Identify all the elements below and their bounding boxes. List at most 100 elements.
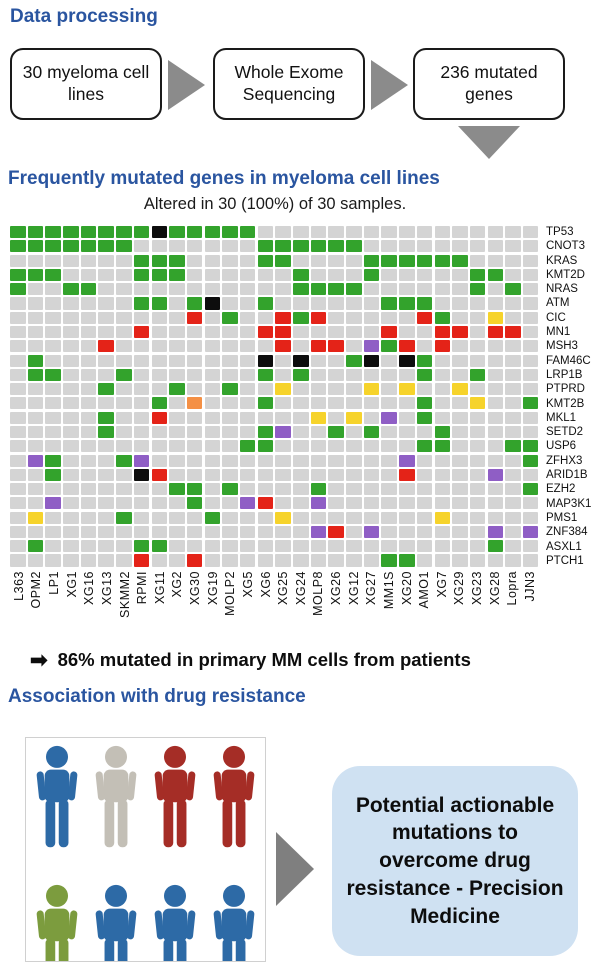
matrix-cell — [381, 240, 397, 253]
matrix-cell — [416, 525, 433, 538]
matrix-cell — [63, 368, 79, 381]
matrix-cell — [381, 268, 397, 281]
matrix-cell — [328, 297, 344, 310]
matrix-cell — [27, 425, 44, 439]
gene-label: KRAS — [546, 254, 578, 267]
sample-label: XG5 — [240, 571, 255, 598]
matrix-cell — [469, 297, 486, 310]
matrix-cell — [275, 254, 291, 267]
matrix-cell — [257, 540, 274, 553]
matrix-cell — [239, 283, 256, 296]
matrix-cell — [487, 311, 504, 324]
gene-label: FAM46C — [546, 354, 591, 367]
matrix-cell — [222, 497, 238, 510]
matrix-cell — [363, 511, 380, 524]
matrix-cell — [293, 283, 309, 296]
matrix-cell — [133, 511, 150, 524]
matrix-cell — [505, 397, 521, 410]
person-icon — [152, 884, 198, 961]
matrix-cell — [346, 397, 362, 410]
matrix-cell — [452, 525, 468, 538]
matrix-cell — [204, 325, 221, 339]
matrix-cell — [98, 297, 114, 310]
matrix-cell — [98, 540, 114, 553]
matrix-cell — [63, 340, 79, 353]
sample-label: XG19 — [205, 571, 220, 605]
matrix-cell — [63, 383, 79, 396]
matrix-cell — [133, 297, 150, 310]
matrix-cell — [257, 240, 274, 253]
matrix-cell — [116, 340, 132, 353]
matrix-cell — [45, 368, 61, 381]
matrix-cell — [487, 554, 504, 567]
matrix-cell — [27, 340, 44, 353]
matrix-cell — [204, 554, 221, 567]
matrix-cell — [293, 340, 309, 353]
matrix-cell — [63, 511, 79, 524]
sample-label: XG30 — [188, 571, 203, 605]
matrix-cell — [204, 397, 221, 410]
matrix-cell — [346, 511, 362, 524]
matrix-cell — [133, 525, 150, 538]
matrix-cell — [346, 454, 362, 467]
matrix-cell — [239, 454, 256, 467]
matrix-cell — [310, 268, 327, 281]
matrix-cell — [399, 254, 415, 267]
matrix-cell — [169, 340, 185, 353]
matrix-cell — [63, 440, 79, 453]
matrix-cell — [204, 411, 221, 424]
sample-label: MOLP2 — [223, 571, 238, 616]
matrix-cell — [257, 468, 274, 481]
black-right-arrow-icon: ➡ — [30, 648, 48, 672]
matrix-cell — [222, 411, 238, 424]
matrix-cell — [487, 354, 504, 367]
matrix-cell — [522, 540, 539, 553]
matrix-cell — [452, 325, 468, 339]
matrix-cell — [328, 354, 344, 367]
matrix-cell — [239, 468, 256, 481]
matrix-cell — [257, 354, 274, 367]
matrix-cell — [98, 254, 114, 267]
matrix-cell — [80, 297, 97, 310]
sample-label: MOLP8 — [311, 571, 326, 616]
matrix-cell — [328, 440, 344, 453]
matrix-cell — [10, 240, 26, 253]
matrix-cell — [45, 540, 61, 553]
matrix-cell — [239, 226, 256, 239]
matrix-cell — [204, 468, 221, 481]
matrix-cell — [257, 383, 274, 396]
matrix-cell — [151, 468, 167, 481]
matrix-cell — [310, 311, 327, 324]
matrix-cell — [363, 340, 380, 353]
sample-label: XG13 — [99, 571, 114, 605]
matrix-cell — [151, 383, 167, 396]
matrix-cell — [434, 454, 450, 467]
matrix-cell — [434, 283, 450, 296]
matrix-cell — [222, 354, 238, 367]
matrix-cell — [293, 226, 309, 239]
matrix-cell — [275, 525, 291, 538]
matrix-cell — [63, 283, 79, 296]
matrix-cell — [133, 497, 150, 510]
matrix-cell — [186, 240, 203, 253]
gene-label: ATM — [546, 297, 570, 310]
matrix-cell — [186, 454, 203, 467]
matrix-cell — [222, 554, 238, 567]
matrix-cell — [133, 383, 150, 396]
matrix-cell — [434, 540, 450, 553]
matrix-cell — [257, 325, 274, 339]
sample-label: JJN3 — [522, 571, 537, 602]
matrix-cell — [151, 425, 167, 439]
matrix-cell — [239, 297, 256, 310]
matrix-cell — [310, 468, 327, 481]
matrix-cell — [328, 311, 344, 324]
matrix-cell — [399, 411, 415, 424]
matrix-cell — [27, 254, 44, 267]
matrix-cell — [346, 540, 362, 553]
matrix-cell — [522, 511, 539, 524]
matrix-cell — [80, 483, 97, 496]
matrix-cell — [257, 440, 274, 453]
matrix-cell — [310, 368, 327, 381]
sample-label: XG11 — [152, 571, 167, 605]
matrix-cell — [186, 425, 203, 439]
